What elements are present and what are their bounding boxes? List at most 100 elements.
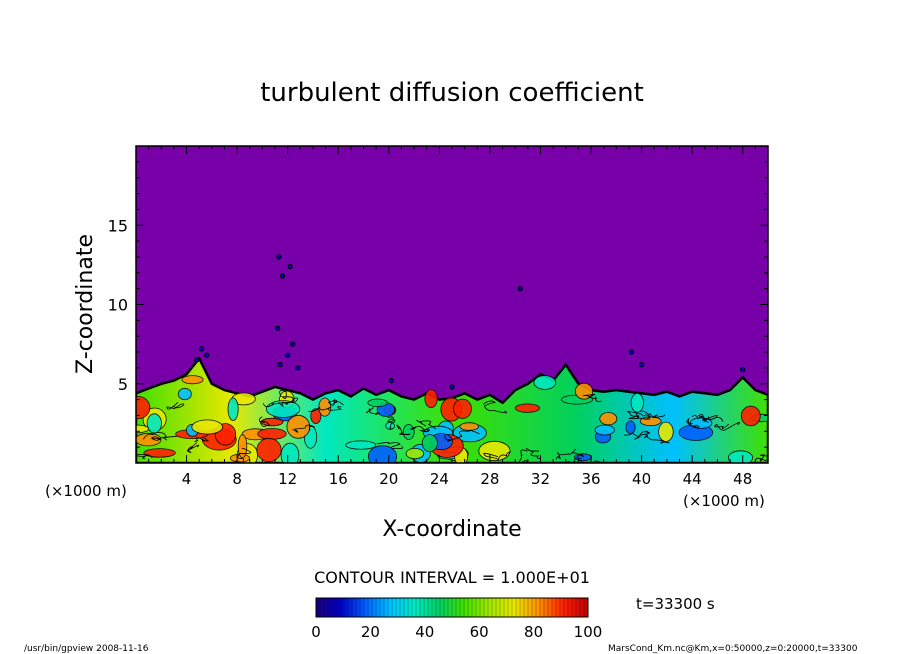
colorbar-tick-label: 0	[311, 623, 321, 641]
contour-line	[262, 401, 288, 408]
eddy-patch	[402, 424, 415, 440]
contour-line	[714, 421, 741, 431]
colorbar-levels	[319, 598, 585, 617]
eddy-patch	[177, 387, 192, 401]
time-label: t=33300 s	[636, 595, 715, 613]
x-tick-label: 48	[733, 470, 752, 488]
eddy-patch	[599, 412, 618, 426]
x-tick-label: 32	[531, 470, 550, 488]
x-tick-label: 4	[182, 470, 192, 488]
contour-line	[444, 430, 480, 442]
x-units-right: (×1000 m)	[683, 492, 765, 510]
eddy-patch	[191, 419, 224, 435]
x-tick-label: 12	[278, 470, 297, 488]
eddy-patch	[594, 424, 615, 436]
eddy-patch	[257, 428, 287, 440]
cloud-blob	[388, 377, 394, 384]
contour-line	[278, 397, 298, 407]
y-axis-label: Z-coordinate	[73, 234, 98, 374]
colorbar-ticks: 0 20 40 60 80 100	[311, 623, 602, 641]
chart-title: turbulent diffusion coefficient	[260, 78, 644, 108]
eddy-patch	[345, 440, 377, 450]
cloud-blob	[638, 362, 645, 368]
contour-line	[151, 436, 168, 441]
x-tick-label: 36	[581, 470, 600, 488]
contour-line	[643, 434, 670, 444]
eddy-patch	[424, 389, 438, 409]
contour-line	[623, 432, 642, 440]
contour-line	[691, 414, 724, 422]
cloud-blob	[279, 273, 286, 279]
colorbar-tick-label: 80	[524, 623, 543, 641]
cloud-blob	[277, 362, 283, 368]
eddy-patch	[265, 400, 301, 418]
cloud-blob	[194, 357, 200, 363]
eddy-patch	[367, 398, 388, 407]
y-axis-ticks: 5 10 15	[108, 161, 768, 448]
cloud-blob	[204, 352, 210, 358]
eddy-patch	[286, 414, 311, 439]
eddy-patch	[143, 448, 176, 458]
contour-blobs	[194, 254, 746, 390]
contour-line	[640, 410, 665, 419]
eddy-patch	[625, 420, 636, 434]
cloud-blob	[628, 349, 635, 355]
contour-line	[166, 401, 185, 410]
colorbar-tick-label: 60	[470, 623, 489, 641]
cloud-blob	[517, 285, 523, 292]
contour-line	[279, 390, 294, 405]
x-tick-label: 20	[379, 470, 398, 488]
colorbar-tick-label: 20	[361, 623, 380, 641]
x-tick-label: 40	[632, 470, 651, 488]
eddy-patch	[405, 447, 425, 460]
colorbar-tick-label: 100	[574, 623, 603, 641]
eddy-patch	[421, 434, 438, 453]
cloud-blob	[295, 365, 301, 371]
eddy-patch	[367, 445, 398, 463]
x-units-left: (×1000 m)	[45, 482, 127, 500]
contour-line	[366, 407, 381, 415]
contour-line	[194, 437, 210, 442]
x-axis-label: X-coordinate	[382, 517, 521, 542]
contour-line	[416, 419, 437, 430]
contour-line	[525, 448, 541, 459]
eddy-patch	[727, 450, 754, 463]
contour-line	[686, 418, 700, 428]
contour-line	[564, 452, 584, 463]
x-tick-label: 44	[683, 470, 702, 488]
eddy-patch	[146, 413, 162, 434]
cloud-blob	[285, 352, 291, 358]
contour-line	[186, 442, 200, 454]
eddy-patch	[453, 398, 472, 419]
eddy-patch	[136, 396, 151, 420]
cloud-blob	[199, 346, 205, 352]
contour-line	[396, 424, 411, 436]
turbulent-layer	[136, 356, 768, 463]
x-axis-ticks: 4 8 12 16 20 24 28 32 36 40 44 48	[148, 146, 756, 488]
contour-line	[136, 453, 153, 459]
eddy-patch	[533, 375, 557, 390]
y-tick-label: 15	[108, 216, 128, 235]
eddy-patch	[318, 397, 332, 417]
x-tick-label: 28	[480, 470, 499, 488]
cloud-blob	[449, 384, 455, 390]
contour-line	[482, 400, 508, 414]
eddy-patch	[280, 442, 300, 463]
x-tick-label: 8	[232, 470, 242, 488]
footer-left: /usr/bin/gpview 2008-11-16	[24, 644, 149, 654]
eddy-patch	[478, 440, 511, 462]
contour-line	[387, 416, 396, 430]
eddy-patch	[237, 434, 248, 459]
eddy-patch	[740, 405, 761, 427]
contour-line	[308, 406, 343, 412]
eddy-patch	[639, 416, 662, 427]
cloud-blob	[276, 254, 282, 260]
contour-line	[235, 447, 252, 463]
eddy-patch	[514, 403, 541, 413]
cloud-blob	[290, 341, 296, 347]
x-tick-label: 16	[329, 470, 348, 488]
contour-line	[627, 411, 651, 420]
contour-line	[555, 448, 577, 460]
